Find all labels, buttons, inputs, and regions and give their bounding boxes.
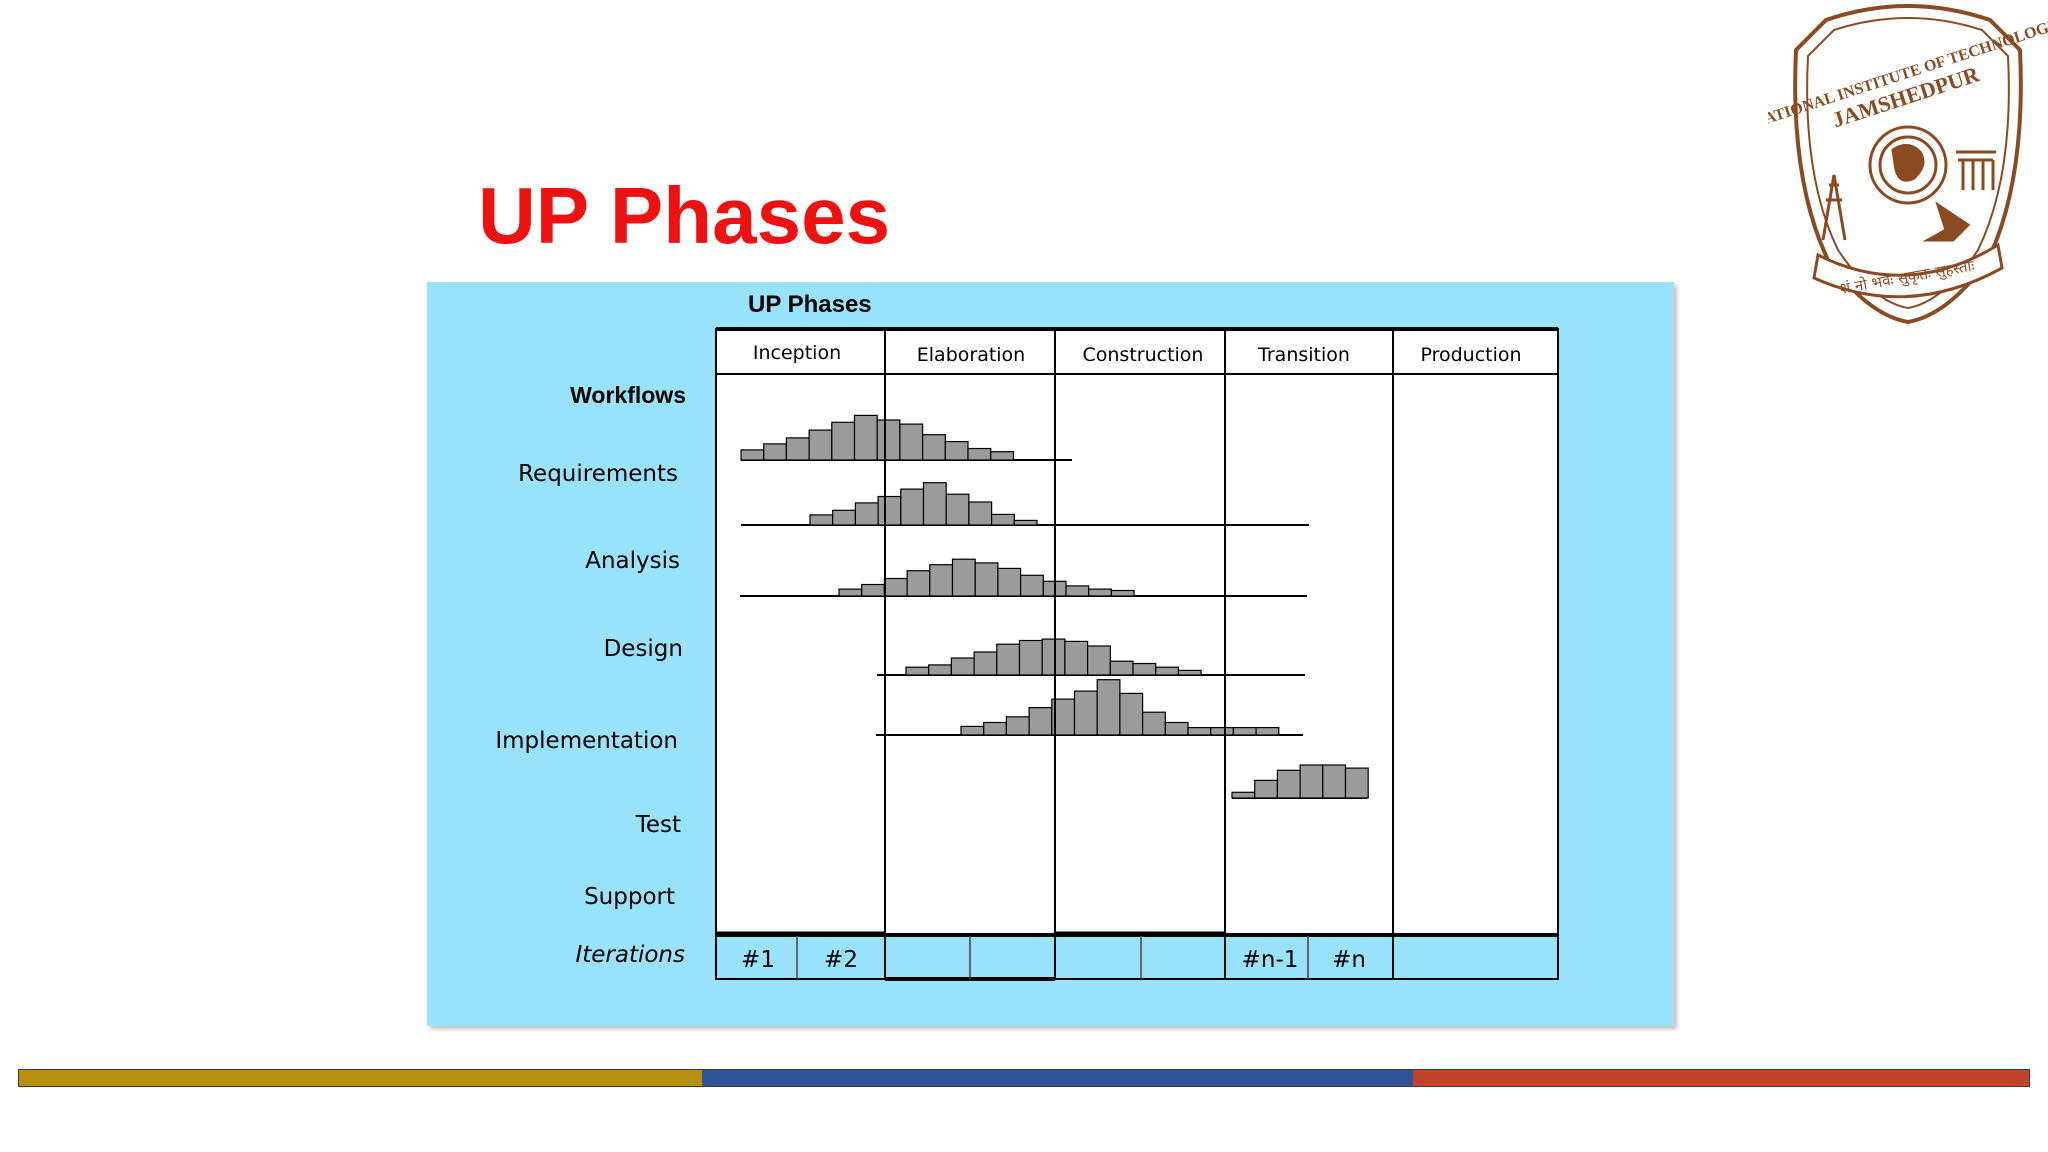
- effort-bar-requirements: [785, 437, 810, 461]
- workflow-label-implementation: Implementation: [495, 728, 678, 754]
- effort-bar-requirements: [853, 414, 878, 461]
- effort-bar-test: [1028, 707, 1053, 736]
- effort-bar-design: [906, 570, 931, 597]
- footer-segment-gold: [19, 1070, 702, 1086]
- effort-bar-design: [838, 588, 863, 597]
- phase-header-production: Production: [1420, 344, 1521, 366]
- effort-bar-requirements: [831, 421, 856, 461]
- effort-bar-implementation: [973, 651, 998, 676]
- effort-bar-design: [1088, 588, 1113, 597]
- effort-bar-requirements: [944, 441, 969, 461]
- effort-bar-test: [1164, 721, 1189, 736]
- effort-bar-design: [997, 567, 1022, 597]
- footer-segment-blue: [702, 1070, 1413, 1086]
- footer-color-bar: [18, 1069, 2030, 1087]
- up-phases-chart: UP Phases Inception Elaboration Construc…: [495, 291, 1559, 981]
- iterations-row: #1 #2 #n-1 #n: [715, 931, 1559, 981]
- effort-bar-requirements: [763, 443, 788, 461]
- effort-bar-analysis: [990, 513, 1015, 526]
- effort-bar-design: [883, 577, 908, 597]
- effort-bar-analysis: [809, 514, 834, 526]
- effort-bar-test: [1119, 692, 1144, 736]
- effort-bar-implementation: [1064, 640, 1089, 676]
- building-icon: [1956, 150, 1996, 190]
- effort-bar-implementation: [1041, 638, 1066, 676]
- effort-bar-analysis: [945, 493, 970, 526]
- effort-bar-analysis: [968, 501, 993, 526]
- effort-bar-design: [974, 562, 999, 597]
- effort-bar-design: [1019, 574, 1044, 597]
- effort-bar-requirements: [922, 434, 946, 461]
- effort-bar-design: [929, 564, 954, 597]
- workflow-label-design: Design: [604, 636, 683, 662]
- effort-bar-design: [1110, 589, 1135, 597]
- workflow-grid: [715, 373, 1559, 980]
- effort-bar-design: [951, 558, 976, 597]
- iteration-label: #1: [741, 947, 775, 973]
- effort-bar-implementation: [928, 664, 953, 676]
- effort-bar-analysis: [1013, 519, 1038, 526]
- effort-bar-test: [1210, 727, 1235, 736]
- iteration-label: #n-1: [1242, 947, 1299, 973]
- effort-bar-design: [1065, 585, 1090, 597]
- effort-bar-requirements: [899, 423, 924, 461]
- effort-bar-analysis: [900, 488, 925, 526]
- effort-bar-test: [1096, 679, 1121, 736]
- diagram-title: UP Phases: [748, 291, 872, 318]
- phase-header-construction: Construction: [1083, 344, 1204, 366]
- effort-bar-implementation: [905, 666, 930, 676]
- effort-bar-test: [1073, 690, 1098, 736]
- iteration-label: #n: [1332, 947, 1366, 973]
- workflow-label-requirements: Requirements: [518, 461, 678, 487]
- motto-banner: [1812, 242, 2004, 299]
- effort-bar-requirements: [990, 451, 1015, 461]
- iterations-label: Iterations: [575, 942, 685, 968]
- effort-bar-test: [1187, 727, 1212, 736]
- iteration-label: #2: [824, 947, 858, 973]
- effort-bar-requirements: [967, 447, 992, 461]
- workflow-label-analysis: Analysis: [585, 548, 680, 574]
- effort-bar-test: [960, 725, 985, 736]
- effort-bar-test: [983, 721, 1008, 736]
- effort-bar-support: [1276, 769, 1301, 799]
- workflow-label-support: Support: [584, 884, 675, 910]
- effort-bar-analysis: [854, 502, 879, 526]
- effort-bar-implementation: [1109, 660, 1134, 676]
- effort-bar-support: [1344, 767, 1369, 799]
- effort-bar-support: [1254, 779, 1279, 799]
- footer-segment-red: [1413, 1070, 2029, 1086]
- phase-header-inception: Inception: [753, 342, 841, 364]
- slide-title: UP Phases: [478, 171, 891, 260]
- effort-bar-analysis: [922, 482, 947, 526]
- effort-bar-test: [1232, 727, 1257, 736]
- phase-header-transition: Transition: [1257, 344, 1350, 366]
- effort-bar-implementation: [1177, 669, 1202, 676]
- workflow-label-test: Test: [635, 812, 681, 838]
- effort-bar-test: [1141, 711, 1166, 736]
- phase-header-elaboration: Elaboration: [917, 344, 1025, 366]
- effort-bar-analysis: [832, 509, 857, 526]
- flask-icon: [1922, 201, 1971, 242]
- effort-bar-requirements: [808, 429, 833, 461]
- institute-logo: NATIONAL INSTITUTE OF TECHNOLOGY JAMSHED…: [1768, 4, 2048, 325]
- effort-bar-requirements: [740, 449, 765, 461]
- effort-bar-implementation: [1132, 662, 1157, 676]
- effort-bar-implementation: [1155, 666, 1180, 676]
- effort-bar-implementation: [996, 643, 1021, 676]
- effort-bar-support: [1231, 791, 1256, 799]
- up-phases-diagram: UP Phases Inception Elaboration Construc…: [427, 282, 1674, 1026]
- pylon-icon: [1821, 174, 1847, 241]
- effort-bar-implementation: [1018, 639, 1043, 676]
- effort-bar-test: [1005, 716, 1030, 736]
- effort-bar-design: [861, 583, 886, 597]
- effort-bar-analysis: [877, 495, 902, 526]
- effort-bar-support: [1299, 764, 1324, 799]
- gear-emblem-icon: [1868, 125, 1948, 205]
- workflows-heading: Workflows: [570, 382, 686, 408]
- effort-bar-support: [1322, 764, 1347, 799]
- effort-bar-implementation: [1086, 645, 1111, 676]
- effort-bar-test: [1255, 727, 1280, 736]
- effort-bar-requirements: [876, 419, 901, 461]
- effort-bar-implementation: [950, 657, 975, 676]
